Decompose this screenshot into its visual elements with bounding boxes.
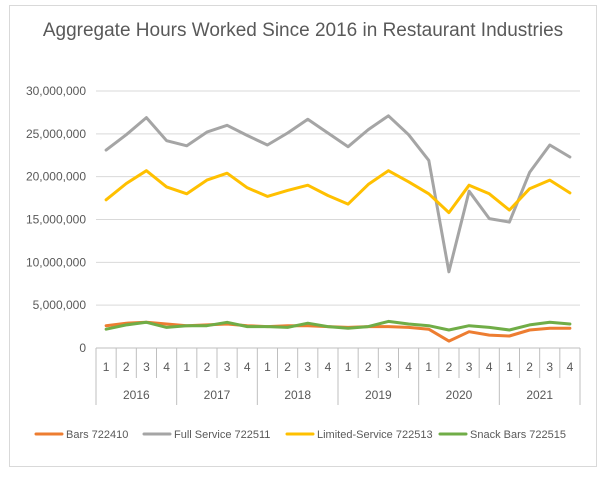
year-label: 2019 — [365, 388, 392, 402]
year-label: 2018 — [284, 388, 311, 402]
quarter-label: 2 — [446, 360, 453, 374]
quarter-label: 1 — [425, 360, 432, 374]
year-label: 2017 — [204, 388, 231, 402]
quarter-label: 3 — [546, 360, 553, 374]
year-label: 2021 — [526, 388, 553, 402]
quarter-label: 2 — [365, 360, 372, 374]
quarter-label: 4 — [163, 360, 170, 374]
year-label: 2020 — [446, 388, 473, 402]
quarter-label: 3 — [224, 360, 231, 374]
quarter-label: 4 — [405, 360, 412, 374]
quarter-label: 1 — [506, 360, 513, 374]
quarter-label: 2 — [123, 360, 130, 374]
quarter-label: 3 — [385, 360, 392, 374]
chart-title: Aggregate Hours Worked Since 2016 in Res… — [42, 20, 564, 41]
quarter-label: 2 — [284, 360, 291, 374]
quarter-label: 1 — [345, 360, 352, 374]
quarter-label: 1 — [264, 360, 271, 374]
series-line-bars-722410 — [104, 320, 572, 343]
series-line-snack-bars-722515 — [104, 319, 572, 332]
quarter-label: 3 — [466, 360, 473, 374]
quarter-label: 2 — [526, 360, 533, 374]
series-line-full-service-722511 — [104, 114, 572, 274]
series-line-limited-service-722513 — [104, 169, 572, 215]
quarter-label: 4 — [325, 360, 332, 374]
legend-label: Bars 722410 — [66, 429, 128, 441]
y-tick-label: 5,000,000 — [33, 298, 87, 312]
quarter-label: 4 — [567, 360, 574, 374]
legend-label: Full Service 722511 — [174, 429, 270, 441]
y-tick-label: 25,000,000 — [26, 127, 86, 141]
legend-label: Snack Bars 722515 — [470, 429, 566, 441]
y-tick-label: 20,000,000 — [26, 170, 86, 184]
quarter-label: 2 — [204, 360, 211, 374]
y-tick-label: 0 — [79, 341, 86, 355]
year-label: 2016 — [123, 388, 150, 402]
quarter-label: 1 — [103, 360, 110, 374]
quarter-label: 3 — [143, 360, 150, 374]
quarter-label: 4 — [244, 360, 251, 374]
quarter-label: 4 — [486, 360, 493, 374]
y-tick-label: 30,000,000 — [26, 84, 86, 98]
quarter-label: 3 — [304, 360, 311, 374]
y-tick-label: 15,000,000 — [26, 213, 86, 227]
quarter-label: 1 — [183, 360, 190, 374]
y-tick-label: 10,000,000 — [26, 255, 86, 269]
legend-label: Limited-Service 722513 — [317, 429, 433, 441]
